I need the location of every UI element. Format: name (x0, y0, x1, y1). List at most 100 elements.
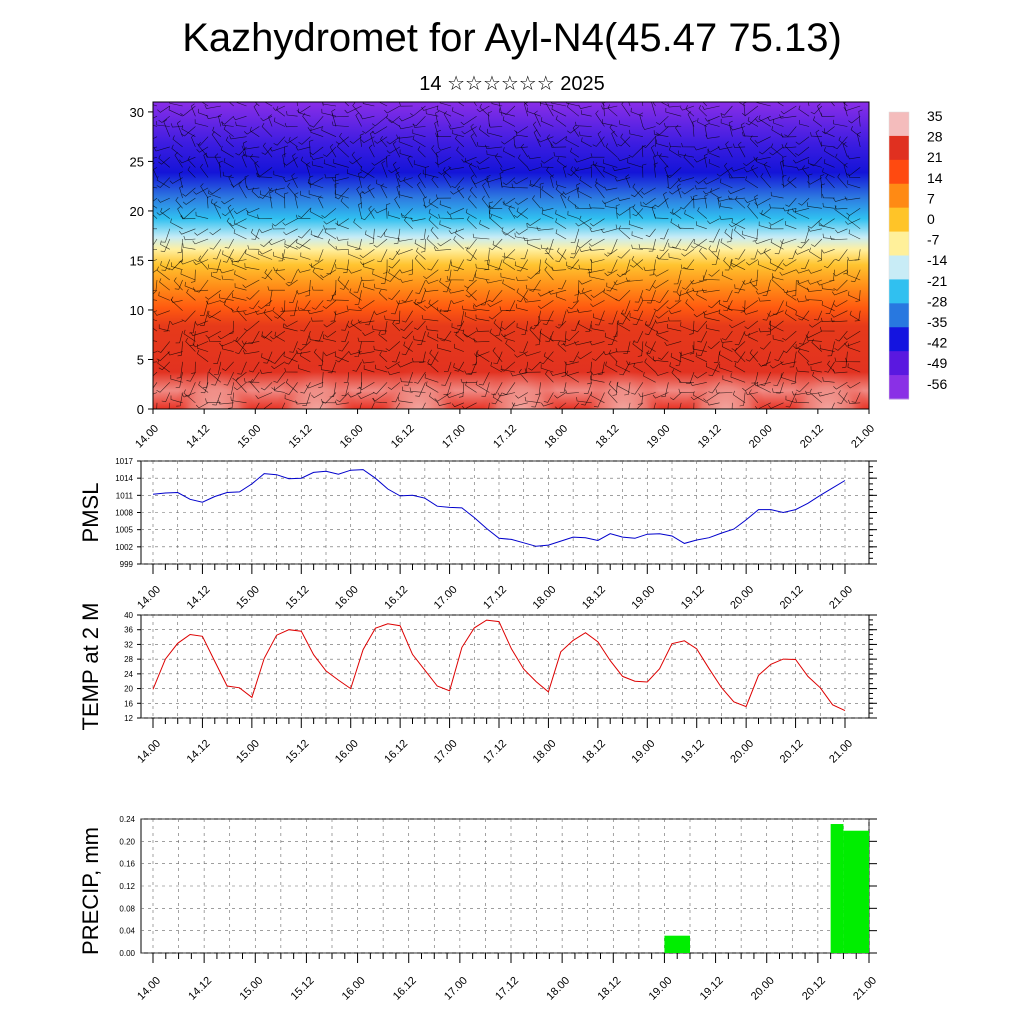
wind-barb (780, 238, 797, 245)
wind-barb (674, 290, 682, 302)
wind-barb (678, 378, 695, 383)
wind-barb (475, 273, 490, 281)
wind-barb (605, 361, 618, 373)
y-tick-label: 1002 (115, 543, 133, 552)
warm-dome (376, 345, 461, 409)
wind-barb (193, 287, 209, 292)
wind-barb (161, 259, 171, 271)
wind-barb (427, 332, 439, 342)
wind-barb (400, 320, 413, 331)
wind-barb (424, 373, 439, 383)
wind-barb (834, 205, 848, 219)
wind-barb (805, 295, 822, 301)
wind-barb (261, 146, 273, 155)
wind-barb (657, 351, 669, 360)
wind-barb (695, 352, 707, 363)
wind-barb (606, 282, 618, 291)
wind-barb (693, 320, 708, 333)
wind-barb (436, 130, 441, 147)
wind-barb (243, 151, 260, 158)
wind-barb (785, 197, 797, 207)
x-tick-label: 21.00 (827, 584, 855, 612)
wind-barb (260, 190, 273, 199)
wind-barb (427, 358, 439, 373)
wind-barb (194, 228, 209, 236)
wind-barb (502, 228, 516, 236)
wind-barb (442, 166, 452, 178)
wind-barb (740, 122, 746, 137)
wind-barb (844, 196, 861, 201)
wind-barb (424, 300, 439, 309)
wind-barb (785, 301, 797, 311)
wind-barb (209, 238, 222, 250)
wind-barb (473, 338, 490, 343)
wind-barb (308, 259, 324, 268)
wind-barb (335, 173, 340, 188)
colorbar-label: -14 (927, 252, 947, 268)
wind-barb (373, 345, 388, 352)
wind-barb (453, 235, 465, 250)
wind-barb (246, 289, 260, 300)
wind-barb (329, 143, 337, 158)
wind-barb (307, 310, 324, 315)
wind-barb (415, 247, 426, 260)
wind-barb (573, 402, 580, 409)
wind-barb (757, 260, 771, 270)
wind-barb (515, 228, 528, 235)
pmsl-series-line (152, 469, 846, 547)
wind-barb (535, 382, 541, 395)
wind-barb (798, 105, 810, 117)
wind-barb (271, 225, 285, 230)
wind-barb (452, 107, 465, 117)
wind-barb (256, 172, 273, 178)
wind-barb (621, 309, 631, 322)
wind-barb (205, 289, 222, 300)
x-tick-label: 16.12 (382, 584, 410, 612)
wind-barb (564, 361, 579, 366)
wind-barb (488, 238, 503, 251)
wind-barb (590, 289, 605, 298)
wind-barb (301, 331, 311, 346)
wind-barb (798, 197, 810, 206)
wind-barb (395, 171, 401, 188)
wind-barb (780, 160, 785, 178)
x-tick-label: 20.00 (728, 738, 756, 766)
wind-barb (811, 238, 823, 247)
wind-barb (255, 392, 273, 399)
wind-barb (287, 182, 298, 199)
wind-barb (423, 197, 439, 208)
wind-barb (229, 218, 247, 227)
wind-barb (265, 290, 273, 307)
wind-barb (371, 402, 375, 409)
y-tick-label: 30 (130, 105, 144, 120)
wind-barb (848, 291, 861, 301)
wind-barb (205, 398, 221, 404)
wind-barb (657, 151, 669, 158)
wind-barb (677, 183, 682, 199)
wind-barb (628, 146, 644, 158)
wind-barb (412, 123, 426, 128)
wind-barb (807, 218, 823, 229)
wind-barb (470, 123, 477, 137)
wind-barb (516, 276, 528, 281)
wind-barb (652, 392, 669, 399)
wind-barb (718, 309, 733, 322)
wind-barb (358, 392, 375, 399)
wind-barb (820, 317, 835, 323)
wind-barb (488, 201, 494, 219)
wind-barb (632, 340, 644, 352)
wind-barb (591, 324, 605, 332)
wind-barb (372, 325, 388, 332)
wind-barb (428, 299, 439, 311)
wind-barb (759, 208, 771, 216)
wind-barb (758, 115, 771, 127)
wind-barb (822, 193, 835, 199)
wind-barb (476, 327, 490, 332)
wind-barb (806, 202, 822, 209)
wind-barb (384, 361, 401, 370)
wind-barb (846, 208, 861, 216)
wind-barb (385, 341, 401, 352)
wind-barb (481, 382, 490, 397)
wind-barb (271, 361, 286, 370)
wind-barb (430, 226, 439, 240)
